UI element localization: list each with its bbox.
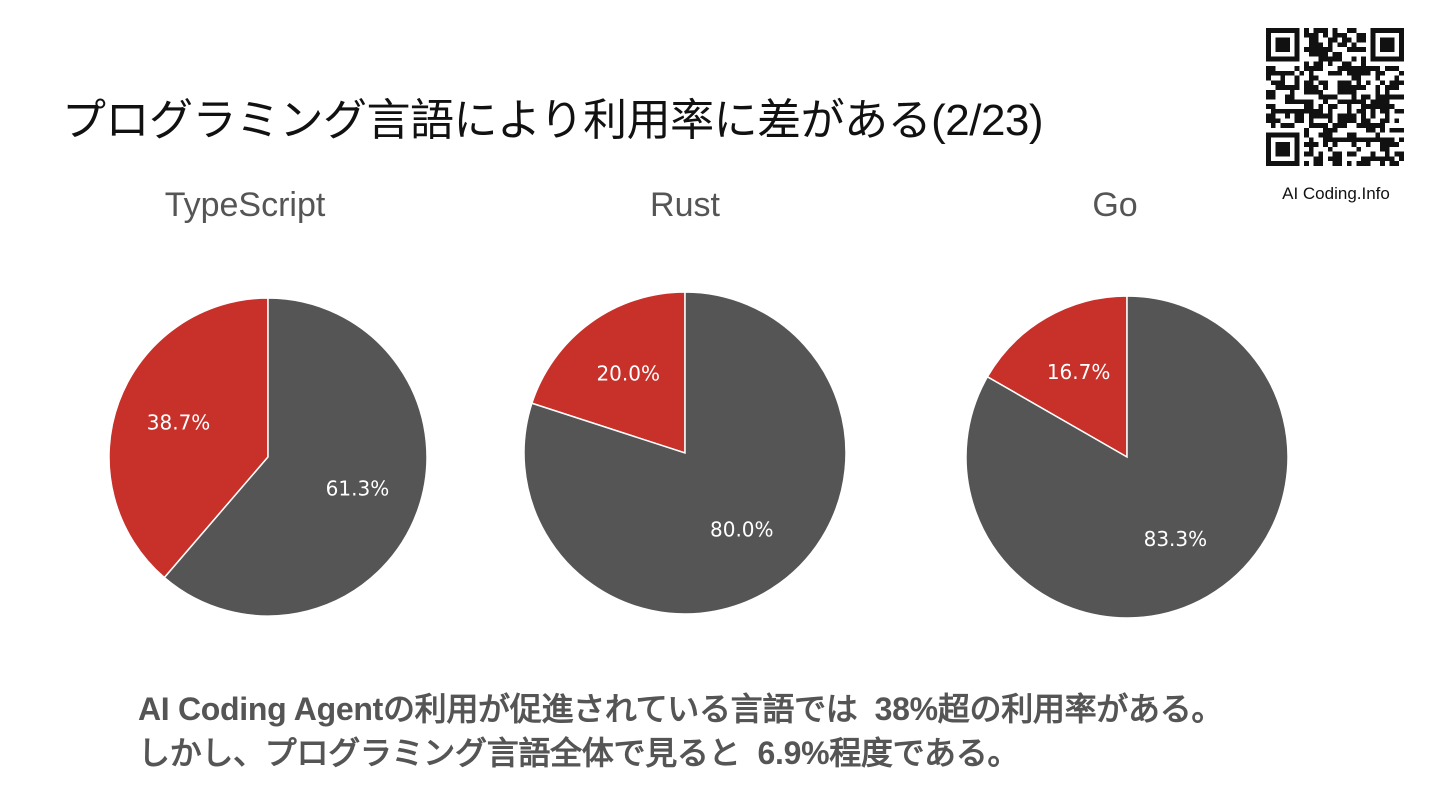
ai-share-label: 38.7% xyxy=(147,410,211,434)
caption-line-1: AI Coding Agentの利用が促進されている言語では 38%超の利用率が… xyxy=(138,691,1224,727)
qr-code-icon xyxy=(1266,28,1404,166)
other-share-label: 61.3% xyxy=(326,477,390,501)
page-title: プログラミング言語により利用率に差がある(2/23) xyxy=(62,96,1044,145)
ai-slice xyxy=(530,291,686,455)
pie-chart-go: 16.7% 83.3% xyxy=(965,295,1289,619)
other-slice xyxy=(523,291,847,615)
ai-share-label: 20.0% xyxy=(596,361,660,385)
ai-slice xyxy=(986,295,1128,459)
pie-chart-typescript: 38.7% 61.3% xyxy=(108,297,428,617)
pie-chart-rust: 20.0% 80.0% xyxy=(523,291,847,615)
caption-line-2: しかし、プログラミング言語全体で見ると 6.9%程度である。 xyxy=(138,735,1020,771)
chart-title-go: Go xyxy=(1092,186,1138,224)
other-slice xyxy=(163,297,428,617)
ai-slice xyxy=(108,297,269,579)
other-share-label: 80.0% xyxy=(710,518,774,542)
other-share-label: 83.3% xyxy=(1144,527,1208,551)
chart-title-rust: Rust xyxy=(650,186,720,224)
qr-caption: AI Coding.Info xyxy=(1282,184,1390,203)
chart-title-typescript: TypeScript xyxy=(164,186,326,224)
ai-share-label: 16.7% xyxy=(1047,360,1111,384)
other-slice xyxy=(965,295,1289,619)
